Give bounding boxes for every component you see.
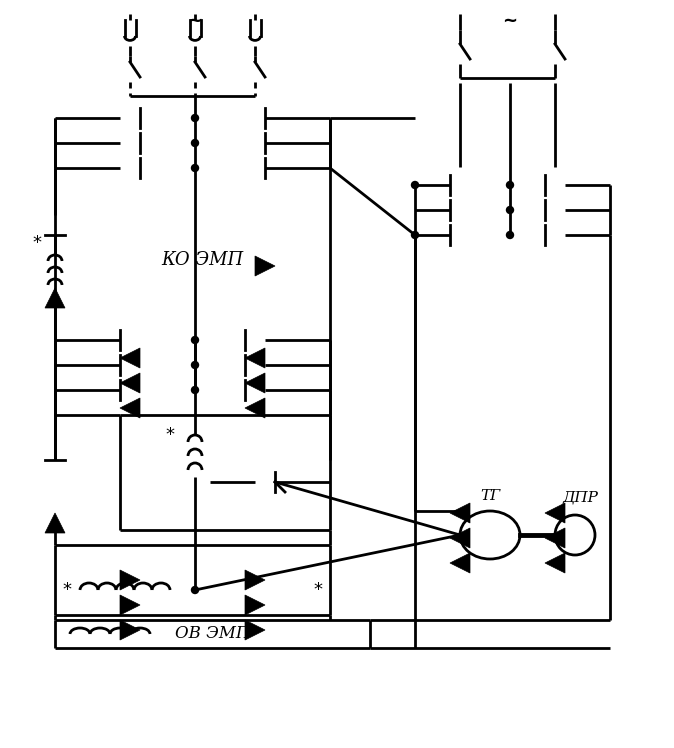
Polygon shape <box>450 528 470 548</box>
Circle shape <box>506 231 514 239</box>
Circle shape <box>412 231 419 239</box>
Text: ДПР: ДПР <box>562 491 598 505</box>
Circle shape <box>506 182 514 188</box>
Polygon shape <box>245 398 265 418</box>
Polygon shape <box>245 595 265 615</box>
Text: ~: ~ <box>187 12 203 30</box>
Circle shape <box>191 114 199 121</box>
Polygon shape <box>45 513 65 533</box>
Text: *: * <box>63 581 71 599</box>
Polygon shape <box>545 553 565 573</box>
Polygon shape <box>255 256 275 276</box>
Polygon shape <box>245 348 265 368</box>
Text: ОВ ЭМП: ОВ ЭМП <box>175 625 250 643</box>
Polygon shape <box>245 373 265 393</box>
Polygon shape <box>245 620 265 640</box>
Polygon shape <box>545 528 565 548</box>
Circle shape <box>191 165 199 171</box>
Text: *: * <box>166 426 175 444</box>
Circle shape <box>191 586 199 593</box>
Polygon shape <box>245 570 265 590</box>
Polygon shape <box>120 373 140 393</box>
Circle shape <box>506 206 514 213</box>
Polygon shape <box>120 620 140 640</box>
Circle shape <box>191 337 199 343</box>
Text: КО ЭМП: КО ЭМП <box>161 251 243 269</box>
Circle shape <box>191 387 199 393</box>
Text: *: * <box>313 581 322 599</box>
Circle shape <box>191 139 199 147</box>
Circle shape <box>191 361 199 369</box>
Text: ~: ~ <box>502 12 518 30</box>
Polygon shape <box>45 288 65 308</box>
Text: *: * <box>32 234 42 252</box>
Polygon shape <box>120 398 140 418</box>
Circle shape <box>412 182 419 188</box>
Polygon shape <box>450 503 470 523</box>
Polygon shape <box>545 503 565 523</box>
Polygon shape <box>120 595 140 615</box>
Polygon shape <box>450 553 470 573</box>
Polygon shape <box>120 348 140 368</box>
Text: ТГ: ТГ <box>480 489 500 503</box>
Polygon shape <box>120 570 140 590</box>
